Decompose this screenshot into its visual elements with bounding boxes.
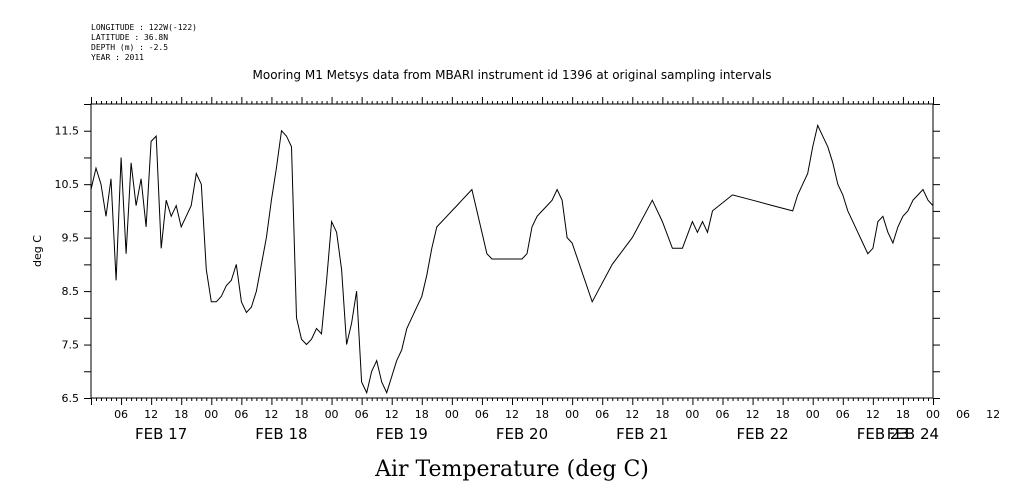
x-hour-label: 12 <box>866 408 880 421</box>
y-tick-label: 9.5 <box>62 232 80 245</box>
x-date-label: FEB 22 <box>736 425 788 443</box>
x-date-label: FEB 17 <box>135 425 187 443</box>
x-hour-label: 06 <box>716 408 730 421</box>
y-tick-labels: 11.5 10.5 9.5 8.5 7.5 6.5 <box>55 125 80 405</box>
x-hour-label: 06 <box>234 408 248 421</box>
x-hour-label: 12 <box>505 408 519 421</box>
x-hour-label: 00 <box>926 408 940 421</box>
x-hour-label: 06 <box>595 408 609 421</box>
x-hour-label: 06 <box>475 408 489 421</box>
x-hour-label: 06 <box>355 408 369 421</box>
x-date-label: FEB 20 <box>496 425 548 443</box>
year-label: YEAR : 2011 <box>91 53 144 62</box>
x-hour-label: 18 <box>174 408 188 421</box>
x-hour-label: 00 <box>806 408 820 421</box>
x-hour-label: 06 <box>114 408 128 421</box>
x-hour-label: 12 <box>986 408 1000 421</box>
series-line <box>90 123 934 395</box>
x-hour-label: 12 <box>144 408 158 421</box>
x-hour-label: 00 <box>565 408 579 421</box>
x-hour-label: 18 <box>535 408 549 421</box>
x-hour-label: 12 <box>264 408 278 421</box>
x-hour-label: 06 <box>956 408 970 421</box>
x-hour-label: 12 <box>385 408 399 421</box>
x-hour-label: 18 <box>295 408 309 421</box>
plot-frame <box>90 103 934 399</box>
x-hour-label: 12 <box>625 408 639 421</box>
x-axis-label: Air Temperature (deg C) <box>374 457 649 482</box>
x-hour-label: 18 <box>896 408 910 421</box>
y-tick-label: 10.5 <box>55 178 80 191</box>
x-hour-label: 00 <box>325 408 339 421</box>
y-tick-label: 8.5 <box>62 285 80 298</box>
y-tick-label: 7.5 <box>62 339 80 352</box>
x-hour-label: 12 <box>746 408 760 421</box>
x-hour-label: 18 <box>415 408 429 421</box>
x-hour-label: 06 <box>836 408 850 421</box>
y-tick-label: 11.5 <box>55 125 80 138</box>
y-axis-label: deg C <box>31 235 44 267</box>
x-hour-label: 18 <box>655 408 669 421</box>
x-hour-labels: 06 12 18 00 06 12 18 00 06 12 18 00 06 12 18 00 06 12 18 00… <box>114 408 1000 421</box>
x-date-label: FEB 19 <box>376 425 428 443</box>
chart-title: Mooring M1 Metsys data from MBARI instru… <box>253 68 772 82</box>
longitude-label: LONGITUDE : 122W(-122) <box>91 23 197 32</box>
tick-marks <box>84 97 940 405</box>
x-hour-label: 00 <box>685 408 699 421</box>
x-date-label: FEB 23 <box>857 425 909 443</box>
x-date-label: FEB 18 <box>255 425 307 443</box>
depth-label: DEPTH (m) : -2.5 <box>91 43 168 52</box>
x-hour-label: 18 <box>776 408 790 421</box>
x-hour-label: 00 <box>204 408 218 421</box>
x-date-label: FEB 24 <box>887 425 939 443</box>
x-date-label: FEB 21 <box>616 425 668 443</box>
x-date-labels: FEB 17 FEB 18 FEB 19 FEB 20 FEB 21 FEB 22 FEB … <box>135 425 939 443</box>
x-hour-label: 00 <box>445 408 459 421</box>
latitude-label: LATITUDE : 36.8N <box>91 33 168 42</box>
y-tick-label: 6.5 <box>62 392 80 405</box>
